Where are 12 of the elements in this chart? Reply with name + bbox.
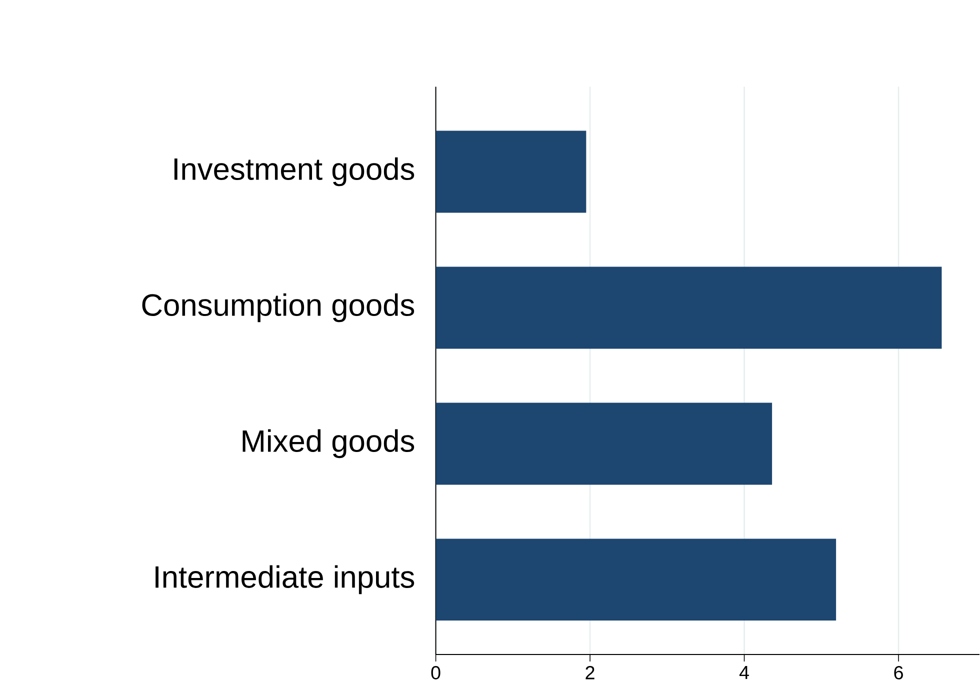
bar bbox=[436, 538, 836, 621]
y-tick-label: Mixed goods bbox=[242, 429, 414, 458]
x-tick-label: 2 bbox=[586, 666, 594, 680]
bar bbox=[436, 266, 942, 349]
x-tick-label: 6 bbox=[894, 666, 903, 680]
x-tick-label: 4 bbox=[739, 666, 749, 680]
y-tick-label: Intermediate inputs bbox=[156, 565, 414, 594]
x-tick-label: 0 bbox=[431, 666, 440, 680]
bar bbox=[436, 130, 586, 213]
bar bbox=[436, 402, 772, 485]
y-tick-label: Consumption goods bbox=[142, 293, 414, 322]
y-tick-label: Investment goods bbox=[174, 157, 414, 186]
